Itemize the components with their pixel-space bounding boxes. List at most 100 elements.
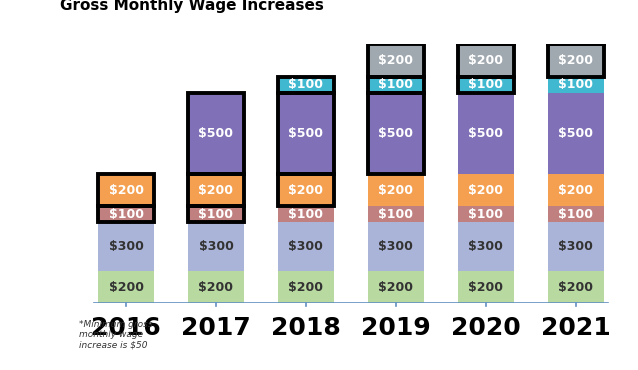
Text: $200: $200 xyxy=(198,184,234,196)
Text: $200: $200 xyxy=(558,54,593,67)
Bar xyxy=(548,28,604,44)
Text: $200: $200 xyxy=(108,281,144,294)
Bar xyxy=(368,93,424,174)
Bar xyxy=(278,93,334,174)
Bar xyxy=(368,206,424,222)
Bar xyxy=(98,206,154,222)
Text: $200: $200 xyxy=(558,184,593,196)
Bar xyxy=(278,174,334,206)
Text: $100: $100 xyxy=(558,30,593,43)
Text: *Minimum gross
monthly wage
increase is $50: *Minimum gross monthly wage increase is … xyxy=(79,320,153,349)
Text: $500: $500 xyxy=(288,127,323,140)
Bar xyxy=(188,93,244,174)
Text: $100: $100 xyxy=(378,78,413,91)
Bar xyxy=(458,222,514,271)
Bar xyxy=(458,77,514,93)
Text: 2021: 2021 xyxy=(541,316,611,340)
Text: $200: $200 xyxy=(468,54,503,67)
Text: $100: $100 xyxy=(468,78,503,91)
Text: $500: $500 xyxy=(378,127,413,140)
Bar xyxy=(458,44,514,77)
Bar xyxy=(188,174,244,206)
Bar xyxy=(368,77,424,93)
Text: 2018: 2018 xyxy=(271,316,341,340)
Bar xyxy=(278,77,334,93)
Text: $100: $100 xyxy=(558,208,593,221)
Bar xyxy=(458,93,514,174)
Bar xyxy=(278,222,334,271)
Bar xyxy=(458,28,514,44)
Text: $300: $300 xyxy=(198,240,234,253)
Bar xyxy=(368,93,424,174)
Bar xyxy=(188,93,244,174)
Text: 2020: 2020 xyxy=(451,316,521,340)
Bar xyxy=(548,222,604,271)
Bar xyxy=(188,271,244,303)
Bar xyxy=(278,174,334,206)
Bar xyxy=(368,174,424,206)
Bar xyxy=(548,44,604,77)
Text: $500: $500 xyxy=(468,127,503,140)
Bar xyxy=(548,271,604,303)
Bar xyxy=(368,271,424,303)
Text: $100: $100 xyxy=(558,14,593,27)
Bar xyxy=(458,44,514,77)
Bar xyxy=(548,12,604,28)
Bar xyxy=(278,206,334,222)
Text: $200: $200 xyxy=(378,184,413,196)
Bar xyxy=(548,206,604,222)
Text: $200: $200 xyxy=(378,281,413,294)
Bar xyxy=(458,174,514,206)
Text: $100: $100 xyxy=(288,78,323,91)
Bar xyxy=(98,222,154,271)
Text: $200: $200 xyxy=(288,281,323,294)
Bar xyxy=(458,77,514,93)
Text: $200: $200 xyxy=(378,54,413,67)
Bar xyxy=(368,44,424,77)
Text: $300: $300 xyxy=(108,240,144,253)
Bar xyxy=(98,206,154,222)
Text: 2017: 2017 xyxy=(181,316,251,340)
Text: 2019: 2019 xyxy=(361,316,431,340)
Bar xyxy=(368,77,424,93)
Bar xyxy=(458,206,514,222)
Text: $100: $100 xyxy=(378,208,413,221)
Text: $200: $200 xyxy=(108,184,144,196)
Text: $200: $200 xyxy=(198,281,234,294)
Text: $100: $100 xyxy=(468,30,503,43)
Text: $200: $200 xyxy=(558,281,593,294)
Bar xyxy=(548,12,604,28)
Bar xyxy=(188,222,244,271)
Text: $100: $100 xyxy=(468,208,503,221)
Text: $100: $100 xyxy=(198,208,234,221)
Bar xyxy=(98,174,154,206)
Bar xyxy=(278,93,334,174)
Text: $100: $100 xyxy=(288,208,323,221)
Bar xyxy=(548,77,604,93)
Text: $300: $300 xyxy=(468,240,503,253)
Text: $300: $300 xyxy=(378,240,413,253)
Bar xyxy=(548,174,604,206)
Text: Gross Monthly Wage Increases: Gross Monthly Wage Increases xyxy=(60,0,324,13)
Text: $300: $300 xyxy=(558,240,593,253)
Bar xyxy=(458,271,514,303)
Bar xyxy=(188,206,244,222)
Text: $200: $200 xyxy=(468,184,503,196)
Bar xyxy=(188,206,244,222)
Bar xyxy=(278,271,334,303)
Text: $500: $500 xyxy=(198,127,234,140)
Bar xyxy=(458,28,514,44)
Text: $300: $300 xyxy=(288,240,323,253)
Bar xyxy=(98,271,154,303)
Text: 2016: 2016 xyxy=(91,316,161,340)
Bar xyxy=(548,93,604,174)
Text: $100: $100 xyxy=(108,208,144,221)
Bar xyxy=(548,44,604,77)
Bar xyxy=(278,77,334,93)
Text: $500: $500 xyxy=(558,127,593,140)
Text: $200: $200 xyxy=(468,281,503,294)
Bar xyxy=(368,222,424,271)
Bar xyxy=(98,174,154,206)
Bar xyxy=(548,28,604,44)
Bar xyxy=(188,174,244,206)
